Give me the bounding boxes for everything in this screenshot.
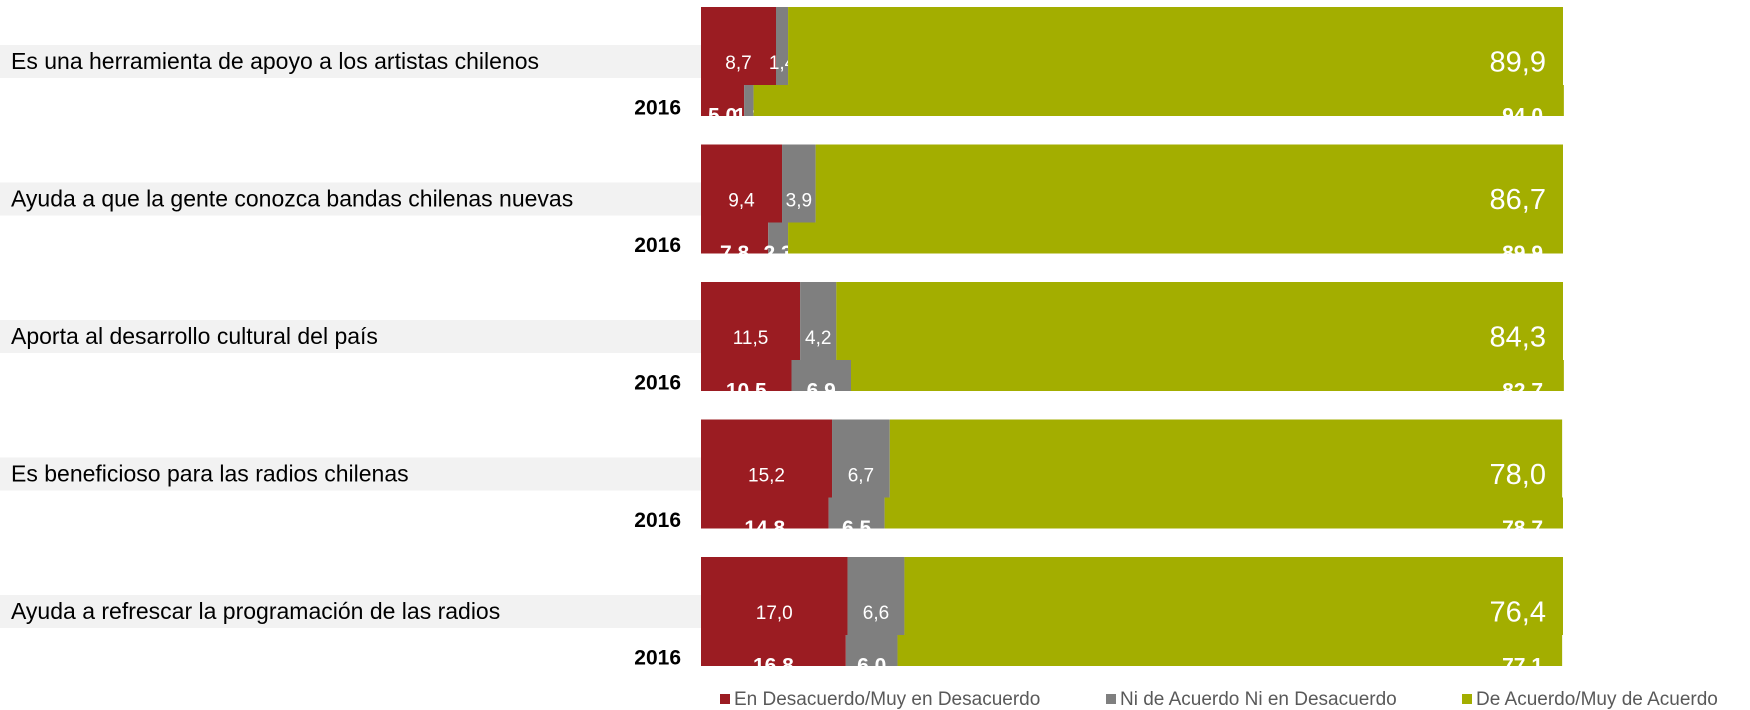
comparison-segment (845, 635, 898, 666)
comparison-segment (788, 222, 1563, 254)
legend-label: De Acuerdo/Muy de Acuerdo (1476, 689, 1718, 710)
comparison-segment (744, 85, 754, 116)
value-label: 4,2 (805, 328, 831, 349)
comparison-segment (701, 222, 769, 254)
category-label: Ayuda a refrescar la programación de las… (11, 598, 500, 624)
bar-segment (775, 7, 789, 85)
comparison-label: 2016 (634, 372, 681, 395)
bar-segment (701, 7, 776, 85)
comparison-segment (701, 85, 745, 116)
comparison-segment (768, 222, 789, 254)
value-label: 8,7 (725, 53, 751, 74)
comparison-value-label: 10.5 (726, 380, 767, 403)
bar-segment (701, 419, 833, 498)
bar-segment (904, 557, 1563, 635)
comparison-value-label: 1.1 (734, 105, 764, 128)
bar-segment (815, 144, 1563, 223)
comparison-value-label: 94.0 (1502, 105, 1543, 128)
bar-segment (836, 282, 1563, 360)
comparison-value-label: 7.8 (720, 242, 750, 265)
label-band (0, 320, 701, 353)
value-label: 11,5 (733, 328, 769, 349)
comparison-value-label: 16.8 (753, 655, 794, 678)
value-label: 3,9 (786, 191, 812, 212)
comparison-value-label: 6.9 (807, 380, 836, 403)
value-label: 84,3 (1490, 322, 1546, 354)
value-label: 9,4 (728, 191, 755, 212)
legend-label: En Desacuerdo/Muy en Desacuerdo (734, 689, 1040, 710)
comparison-value-label: 82.7 (1502, 380, 1543, 403)
legend-swatch (720, 694, 730, 704)
comparison-value-label: 89.9 (1502, 242, 1543, 265)
category-label: Ayuda a que la gente conozca bandas chil… (11, 186, 573, 212)
comparison-label: 2016 (634, 509, 681, 532)
value-label: 17,0 (756, 603, 793, 624)
legend-swatch (1106, 694, 1116, 704)
value-label: 6,7 (848, 466, 874, 487)
value-label: 15,2 (748, 466, 785, 487)
label-band (0, 182, 701, 216)
legend-swatch (1462, 694, 1472, 704)
comparison-value-label: 14.8 (744, 517, 785, 540)
value-label: 78,0 (1490, 459, 1546, 491)
comparison-label: 2016 (634, 647, 681, 670)
comparison-label: 2016 (634, 97, 681, 120)
value-label: 6,6 (863, 603, 889, 624)
bar-segment (701, 144, 783, 223)
value-label: 86,7 (1490, 184, 1546, 216)
comparison-segment (884, 497, 1563, 529)
bar-segment (889, 419, 1563, 498)
comparison-segment (850, 360, 1564, 391)
comparison-segment (701, 497, 829, 529)
comparison-segment (828, 497, 885, 529)
comparison-value-label: 78.7 (1502, 517, 1543, 540)
category-label: Es beneficioso para las radios chilenas (11, 461, 409, 487)
label-band (0, 595, 701, 628)
bar-segment (701, 282, 801, 360)
comparison-segment (701, 635, 846, 666)
comparison-value-label: 5.0 (708, 105, 737, 128)
bar-segment (788, 7, 1563, 85)
comparison-value-label: 6.0 (857, 655, 886, 678)
bar-segment (782, 144, 816, 223)
bar-segment (847, 557, 905, 635)
category-label: Es una herramienta de apoyo a los artist… (11, 48, 539, 74)
comparison-segment (897, 635, 1563, 666)
value-label: 89,9 (1490, 47, 1546, 79)
bar-segment (701, 557, 848, 635)
bar-segment (832, 419, 890, 498)
bar-segment (800, 282, 837, 360)
comparison-segment (753, 85, 1564, 116)
label-band (0, 457, 701, 491)
comparison-label: 2016 (634, 234, 681, 257)
comparison-segment (701, 360, 792, 391)
comparison-value-label: 2.3 (764, 242, 793, 265)
comparison-value-label: 6.5 (842, 517, 872, 540)
legend-label: Ni de Acuerdo Ni en Desacuerdo (1120, 689, 1397, 710)
value-label: 76,4 (1490, 597, 1546, 629)
comparison-value-label: 77.1 (1502, 655, 1543, 678)
category-label: Aporta al desarrollo cultural del país (11, 323, 378, 349)
label-band (0, 45, 701, 78)
comparison-segment (791, 360, 851, 391)
